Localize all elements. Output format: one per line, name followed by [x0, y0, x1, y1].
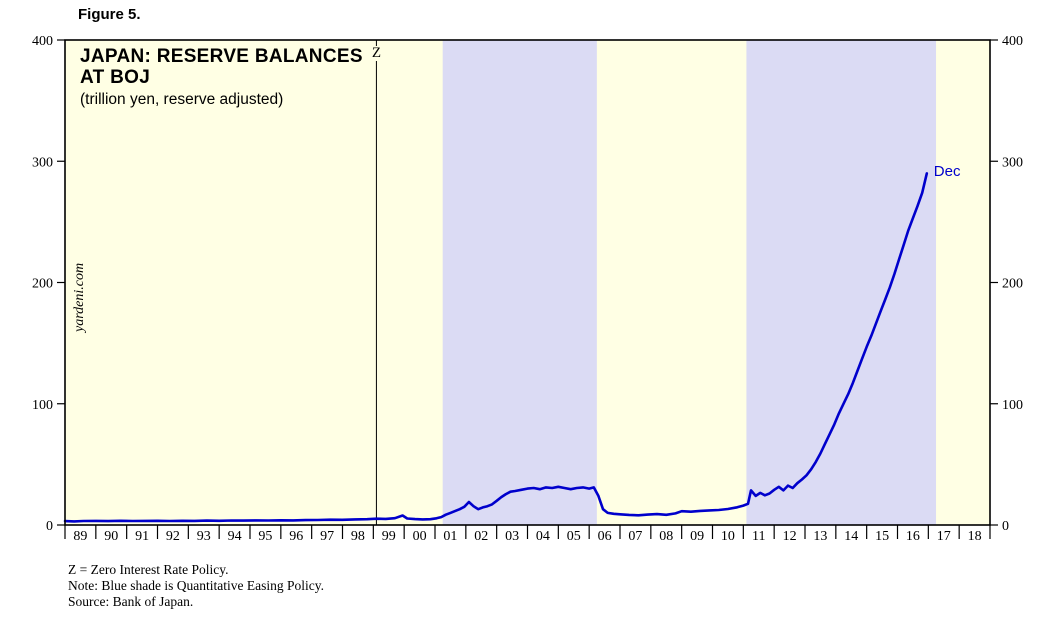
- x-tick-label: 03: [505, 529, 519, 544]
- y-tick-label-right: 100: [1002, 398, 1023, 413]
- y-tick-label-right: 400: [1002, 34, 1023, 49]
- x-tick-label: 18: [968, 529, 982, 544]
- x-tick-label: 11: [752, 529, 765, 544]
- footnote-source: Source: Bank of Japan.: [68, 594, 194, 609]
- y-tick-label-right: 0: [1002, 519, 1009, 534]
- x-tick-label: 02: [474, 529, 488, 544]
- x-tick-label: 05: [567, 529, 581, 544]
- y-tick-label-left: 0: [46, 519, 53, 534]
- y-tick-label-right: 200: [1002, 277, 1023, 292]
- x-tick-label: 08: [659, 529, 673, 544]
- series-end-label: Dec: [933, 163, 961, 181]
- x-tick-label: 14: [844, 529, 858, 544]
- x-tick-label: 16: [906, 529, 920, 544]
- x-tick-label: 99: [382, 529, 396, 544]
- x-tick-label: 13: [813, 529, 827, 544]
- footnote-zirp: Z = Zero Interest Rate Policy.: [68, 562, 229, 577]
- x-tick-label: 93: [197, 529, 211, 544]
- x-tick-label: 12: [783, 529, 797, 544]
- y-tick-label-left: 400: [32, 34, 53, 49]
- x-tick-label: 90: [104, 529, 118, 544]
- chart-title: JAPAN: RESERVE BALANCES AT BOJ (trillion…: [80, 46, 363, 109]
- x-tick-label: 07: [628, 529, 642, 544]
- x-tick-label: 06: [598, 529, 612, 544]
- x-tick-label: 09: [690, 529, 704, 544]
- x-tick-label: 10: [721, 529, 735, 544]
- x-tick-label: 97: [320, 529, 334, 544]
- x-tick-label: 17: [937, 529, 951, 544]
- y-tick-label-right: 300: [1002, 155, 1023, 170]
- x-tick-label: 00: [413, 529, 427, 544]
- series-line: [63, 172, 929, 523]
- y-tick-label-left: 100: [32, 398, 53, 413]
- figure-label: Figure 5.: [78, 6, 141, 23]
- footnote-qe-shade: Note: Blue shade is Quantitative Easing …: [68, 578, 324, 593]
- x-tick-label: 04: [536, 529, 550, 544]
- x-tick-label: 01: [443, 529, 457, 544]
- chart-subtitle: (trillion yen, reserve adjusted): [80, 90, 284, 108]
- x-tick-label: 94: [228, 529, 242, 544]
- chart-title-line2: AT BOJ: [80, 67, 151, 89]
- zirp-annotation: Z: [369, 45, 383, 61]
- qe-shade-band: [442, 40, 597, 525]
- y-tick-label-left: 200: [32, 277, 53, 292]
- y-tick-label-left: 300: [32, 155, 53, 170]
- x-tick-label: 92: [166, 529, 180, 544]
- x-tick-label: 91: [135, 529, 149, 544]
- x-tick-label: 15: [875, 529, 889, 544]
- chart-title-line1: JAPAN: RESERVE BALANCES: [80, 46, 363, 67]
- x-tick-label: 95: [258, 529, 272, 544]
- x-tick-label: 98: [351, 529, 365, 544]
- watermark-yardeni: yardeni.com: [72, 262, 87, 332]
- footnotes: Z = Zero Interest Rate Policy. Note: Blu…: [68, 562, 324, 610]
- x-tick-label: 96: [289, 529, 303, 544]
- qe-shade-band: [746, 40, 937, 525]
- x-tick-label: 89: [73, 529, 87, 544]
